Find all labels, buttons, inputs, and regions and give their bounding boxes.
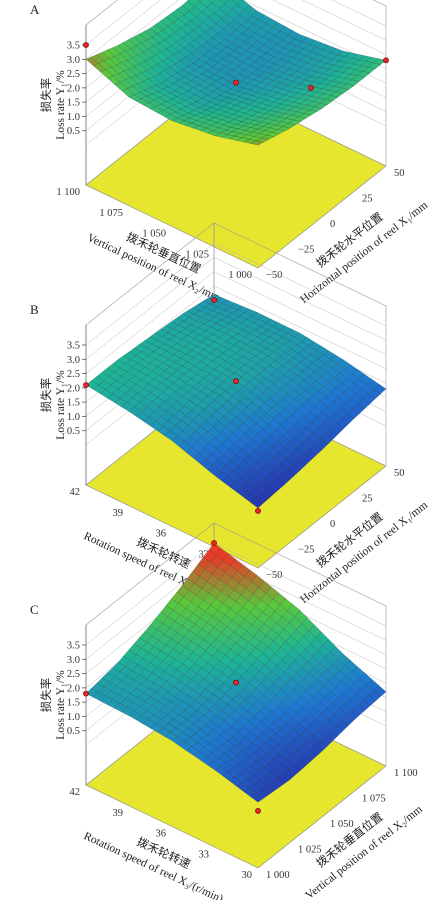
right-axis-tick-label: 25 <box>362 194 373 205</box>
left-axis-tick-label: 1 100 <box>56 187 80 198</box>
z-tick-label: 1.5 <box>67 698 80 709</box>
z-axis-title-cn: 损失率 <box>39 678 53 713</box>
right-axis-tick-label: 0 <box>330 219 335 230</box>
z-axis-title-cn: 损失率 <box>39 378 53 413</box>
left-axis-tick-label: 30 <box>242 870 253 881</box>
left-axis-tick-label: 1 075 <box>99 208 123 219</box>
right-axis-tick-label: 25 <box>362 494 373 505</box>
wall-gridline <box>272 0 387 55</box>
z-tick-label: 2.0 <box>67 383 80 394</box>
wall-gridline <box>213 542 387 627</box>
design-point <box>308 85 314 91</box>
z-tick-label: 3.5 <box>67 641 80 652</box>
wall-gridline <box>301 0 387 41</box>
design-point <box>383 57 389 64</box>
z-tick-label: 1.0 <box>67 412 80 423</box>
right-axis-tick-label: 1 075 <box>362 794 386 805</box>
panel-letter-C: C <box>30 602 39 617</box>
design-point <box>83 382 89 388</box>
surface-svg-C: 0.5 1.0 1.5 2.0 2.5 3.0 3.5 损失率 Loss rate Y₁/% 42… <box>39 522 425 900</box>
wall-gridline <box>85 0 143 46</box>
surface-cell <box>208 0 216 3</box>
design-point <box>233 79 239 86</box>
surface-cell <box>197 0 203 2</box>
design-point <box>83 42 89 48</box>
wall-gridline <box>213 242 387 327</box>
wall-gridline <box>85 257 215 360</box>
design-point <box>255 807 261 814</box>
design-point <box>255 507 261 514</box>
z-axis-title-cn: 损失率 <box>39 78 53 113</box>
wall-gridline <box>85 271 215 374</box>
z-axis-title-en: Loss rate Y₁/% <box>55 370 67 440</box>
wall-gridline <box>85 242 215 346</box>
left-axis-tick-label: 1 050 <box>142 229 166 240</box>
wall-gridline <box>85 542 215 646</box>
right-axis-tick-label: −25 <box>298 245 314 256</box>
wall-gridline <box>85 0 161 60</box>
left-axis-tick-label: 1 000 <box>228 270 252 281</box>
left-axis-tick-label: 42 <box>70 487 81 498</box>
wall-gridline <box>213 285 387 370</box>
right-axis-tick-label: 1 025 <box>298 845 322 856</box>
z-axis-title-en: Loss rate Y₁/% <box>55 670 67 740</box>
design-point <box>211 540 217 546</box>
left-axis-tick-label: 39 <box>113 508 124 519</box>
z-tick-label: 0.5 <box>67 126 80 137</box>
wall-gridline <box>213 271 387 355</box>
surface-cell <box>250 140 264 146</box>
z-axis-title-en: Loss rate Y₁/% <box>55 70 67 140</box>
z-tick-label: 3.5 <box>67 341 80 352</box>
right-axis-tick-label: 50 <box>394 168 405 179</box>
z-tick-label: 1.5 <box>67 98 80 109</box>
z-tick-label: 3.0 <box>67 355 80 366</box>
panel-letter-B: B <box>30 302 39 317</box>
right-axis-tick-label: −25 <box>298 545 314 556</box>
right-axis-tick-label: 1 050 <box>330 819 354 830</box>
design-point <box>233 378 239 385</box>
wall-gridline <box>213 257 387 341</box>
design-point <box>83 690 89 697</box>
z-tick-label: 2.0 <box>67 683 80 694</box>
z-tick-label: 2.5 <box>67 669 80 680</box>
surface-svg-A: 0.5 1.0 1.5 2.0 2.5 3.0 3.5 损失率 Loss rate Y₁/% 1 … <box>39 0 430 306</box>
left-axis-tick-label: 36 <box>156 829 167 840</box>
surface-cell <box>250 497 264 509</box>
right-axis-tick-label: 1 000 <box>266 870 290 881</box>
right-axis-tick-label: 0 <box>330 519 335 530</box>
left-axis-tick-label: 36 <box>156 529 167 540</box>
wall-gridline <box>331 0 387 27</box>
z-tick-label: 2.5 <box>67 369 80 380</box>
z-tick-label: 1.0 <box>67 712 80 723</box>
right-axis-tick-label: 50 <box>394 468 405 479</box>
left-axis-tick-label: 33 <box>199 549 210 560</box>
z-tick-label: 1.5 <box>67 398 80 409</box>
z-tick-label: 2.0 <box>67 83 80 94</box>
design-point <box>233 679 239 686</box>
surface-cell <box>250 792 264 803</box>
left-axis-tick-label: 39 <box>113 808 124 819</box>
z-tick-label: 2.5 <box>67 69 80 80</box>
z-tick-label: 0.5 <box>67 426 80 437</box>
surface-plot-A: A 0.5 1.0 1.5 2.0 2.5 3.0 3.5 损失率 Loss rate Y₁/%… <box>0 0 447 306</box>
z-tick-label: 3.0 <box>67 55 80 66</box>
right-axis-tick-label: −50 <box>266 270 282 281</box>
right-axis-tick-label: 1 100 <box>394 768 418 779</box>
left-axis-tick-label: 1 025 <box>185 249 209 260</box>
left-axis-tick-label: 33 <box>199 849 210 860</box>
z-tick-label: 3.0 <box>67 655 80 666</box>
design-point <box>211 297 217 303</box>
z-tick-label: 1.0 <box>67 112 80 123</box>
z-tick-label: 0.5 <box>67 726 80 737</box>
left-axis-tick-label: 42 <box>70 787 81 798</box>
panel-letter-A: A <box>30 2 40 17</box>
z-tick-label: 3.5 <box>67 41 80 52</box>
surface-plot-C: C 0.5 1.0 1.5 2.0 2.5 3.0 3.5 损失率 Loss rate Y₁/%… <box>0 522 447 900</box>
right-axis-tick-label: −50 <box>266 570 282 581</box>
